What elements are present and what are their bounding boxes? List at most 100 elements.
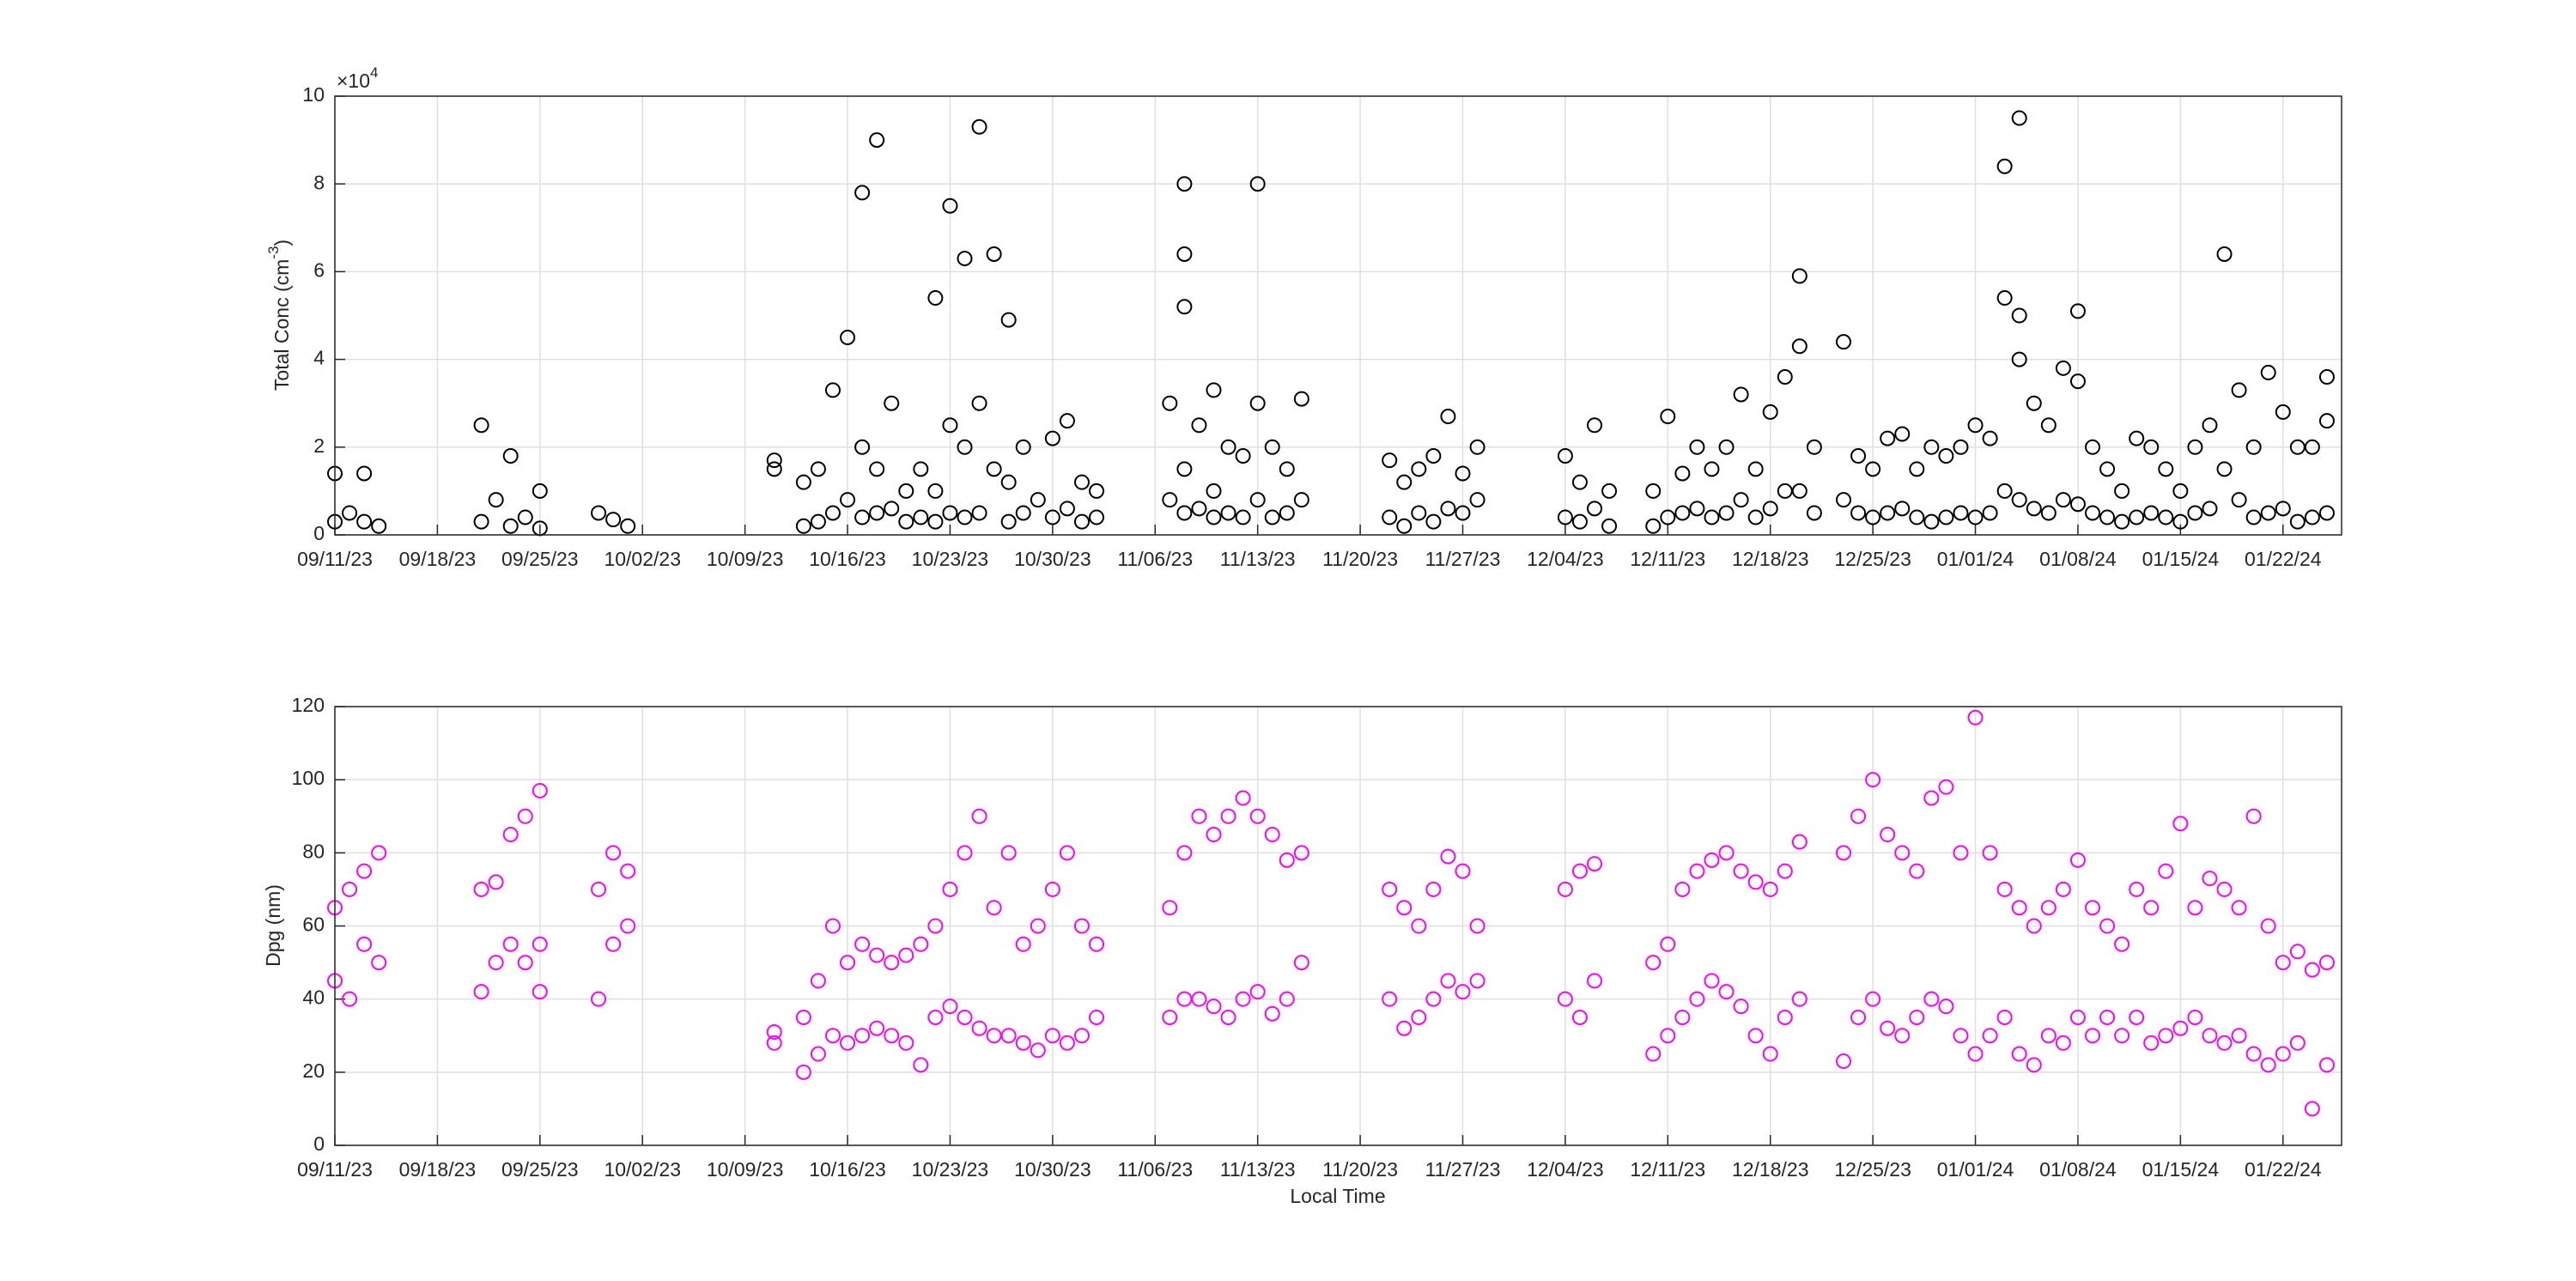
data-point	[1089, 483, 1105, 499]
data-point	[1059, 501, 1075, 517]
data-point	[1777, 483, 1793, 499]
data-point	[957, 845, 973, 861]
data-point	[1469, 973, 1485, 989]
data-point	[488, 955, 504, 971]
y-axis-label: Dpg (nm)	[262, 884, 284, 967]
data-point	[1176, 299, 1193, 315]
data-point	[2260, 1057, 2276, 1073]
y-tick-label: 100	[292, 767, 325, 789]
data-point	[1162, 492, 1178, 508]
data-point	[957, 1009, 973, 1025]
data-point	[1791, 483, 1807, 499]
x-tick-label: 10/30/23	[1014, 548, 1091, 570]
data-point	[810, 1046, 826, 1062]
data-point	[1689, 439, 1705, 455]
data-point	[2040, 1028, 2057, 1044]
data-point	[2129, 1009, 2145, 1025]
data-point	[2085, 1028, 2101, 1044]
data-point	[1000, 845, 1017, 861]
y-tick-label: 0	[313, 1132, 325, 1155]
data-point	[1293, 845, 1309, 861]
data-point	[2114, 1028, 2130, 1044]
data-point	[2202, 1028, 2218, 1044]
x-tick-label: 11/27/23	[1425, 548, 1501, 570]
data-point	[795, 474, 811, 490]
data-point	[2275, 501, 2291, 517]
data-point	[1396, 1020, 1413, 1036]
data-point	[1264, 1005, 1280, 1022]
x-tick-label: 09/25/23	[501, 548, 579, 570]
data-point	[591, 881, 607, 897]
data-point	[1411, 1009, 1427, 1025]
data-point	[2011, 900, 2027, 916]
data-point	[1571, 863, 1588, 879]
x-tick-label: 10/16/23	[809, 1158, 886, 1181]
data-point	[884, 501, 900, 517]
data-point	[1938, 999, 1954, 1015]
data-point	[1645, 483, 1662, 499]
data-point	[1162, 1009, 1178, 1025]
data-point	[2129, 509, 2145, 525]
y-tick-label: 4	[313, 347, 325, 369]
data-point	[898, 483, 914, 499]
data-point	[2304, 962, 2320, 978]
data-point	[1791, 834, 1807, 850]
data-point	[1293, 955, 1309, 971]
data-point	[2055, 492, 2071, 508]
data-point	[1880, 827, 1896, 843]
data-point	[591, 505, 607, 521]
data-point	[1938, 509, 1954, 525]
data-point	[1923, 790, 1940, 806]
data-point	[1967, 509, 1984, 525]
data-point	[2202, 417, 2218, 434]
data-point	[1557, 448, 1573, 464]
data-point	[2318, 413, 2335, 429]
data-point	[532, 936, 548, 952]
data-point	[1455, 984, 1471, 1000]
data-point	[1411, 505, 1427, 521]
data-point	[1894, 845, 1911, 861]
data-point	[1469, 492, 1485, 508]
x-tick-label: 10/16/23	[809, 548, 886, 570]
data-point	[1220, 439, 1236, 455]
y-tick-label: 20	[302, 1059, 325, 1082]
data-point	[2143, 505, 2160, 521]
data-point	[766, 452, 782, 469]
data-point	[620, 863, 636, 879]
y-tick-label: 2	[313, 434, 325, 457]
data-point	[2216, 881, 2233, 897]
data-point	[1587, 417, 1603, 434]
data-point	[1044, 1028, 1060, 1044]
data-point	[927, 290, 944, 307]
data-point	[1162, 395, 1178, 411]
data-point	[1747, 874, 1764, 890]
data-point	[942, 999, 958, 1015]
data-point	[2275, 404, 2291, 420]
data-point	[2187, 900, 2203, 916]
x-tick-label: 11/13/23	[1220, 548, 1296, 570]
data-point	[986, 900, 1002, 916]
data-point	[1440, 848, 1456, 865]
x-tick-label: 01/01/24	[1937, 1158, 2014, 1181]
data-point	[371, 518, 387, 534]
data-point	[2114, 483, 2130, 499]
x-tick-label: 01/15/24	[2142, 1158, 2220, 1181]
data-point	[1996, 290, 2013, 307]
data-point	[1293, 492, 1309, 508]
data-point	[766, 461, 782, 477]
data-point	[1747, 461, 1764, 477]
data-point	[2216, 246, 2233, 262]
data-point	[2143, 900, 2160, 916]
data-point	[913, 1057, 929, 1073]
data-point	[1425, 881, 1442, 897]
data-point	[1762, 1046, 1778, 1062]
data-point	[795, 518, 811, 534]
data-point	[884, 395, 900, 411]
x-tick-label: 01/08/24	[2039, 1158, 2117, 1181]
x-tick-label: 10/23/23	[912, 548, 989, 570]
data-point	[1455, 465, 1471, 482]
data-point	[884, 955, 900, 971]
data-point	[1440, 973, 1456, 989]
data-point	[2055, 360, 2071, 376]
